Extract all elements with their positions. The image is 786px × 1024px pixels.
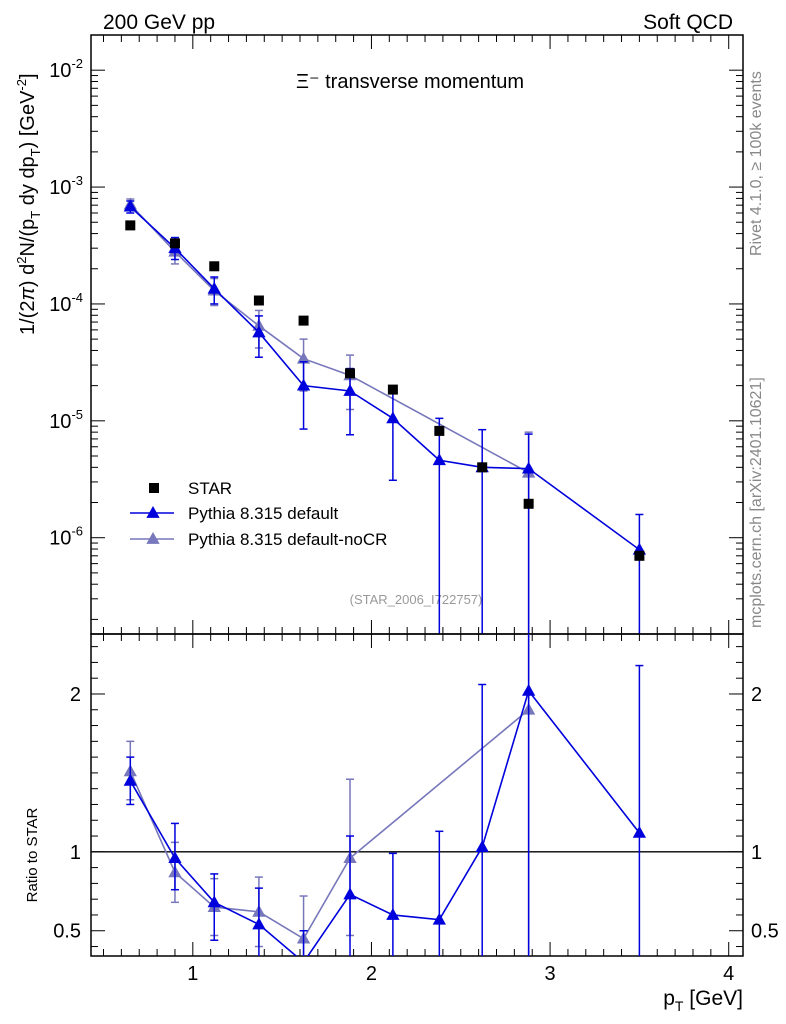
noCR-line (129, 203, 530, 474)
star-marker (209, 261, 220, 272)
ratio-plot: 1 2 3 4 0.5 0.5 1 1 2 2 (53, 633, 779, 985)
noCR-series (123, 197, 536, 634)
ratio-y-tick-label: 2 (70, 684, 81, 706)
main-plot: 10-6 10-5 10-4 10-3 10-2 (49, 34, 744, 635)
default-series (123, 199, 647, 634)
legend-star-marker (149, 483, 159, 493)
x-tick-label: 4 (723, 963, 734, 985)
y-tick-label: 10-3 (49, 173, 83, 199)
star-marker (298, 315, 309, 326)
x-tick-label: 2 (366, 963, 377, 985)
legend-noCR-marker (146, 532, 160, 544)
ratio-default-marker (168, 851, 182, 864)
y-tick-label: 10-2 (49, 56, 83, 82)
mcplots-label: mcplots.cern.ch [arXiv:2401.10621] (748, 377, 765, 628)
ratio-default-series (123, 634, 647, 956)
y-tick-label: 10-4 (49, 290, 83, 316)
plot-title: Ξ⁻ transverse momentum (296, 71, 524, 93)
default-marker (296, 378, 311, 391)
y-tick-label: 10-5 (49, 407, 83, 433)
star-marker (434, 425, 445, 436)
ratio-noCR-line (129, 709, 530, 940)
x-tick-label: 1 (187, 963, 198, 985)
ratio-y-tick-label-right: 0.5 (751, 921, 779, 943)
ratio-default-line (129, 689, 641, 956)
y-tick-label: 10-6 (49, 524, 83, 550)
plot-title-text: Ξ⁻ transverse momentum (296, 71, 524, 93)
star-marker (345, 368, 356, 379)
legend-label: Pythia 8.315 default (188, 504, 339, 523)
ratio-default-marker (343, 887, 357, 900)
legend-default-marker (146, 506, 160, 518)
ratio-default-marker (521, 683, 536, 696)
legend-label: STAR (188, 479, 232, 498)
default-marker (521, 461, 536, 474)
ratio-ylabel: Ratio to STAR (24, 807, 41, 902)
star-marker (477, 462, 488, 473)
star-marker (253, 295, 264, 306)
default-marker (123, 199, 137, 212)
ratio-y-tick-label: 1 (70, 842, 81, 864)
main-ylabel: 1/(2π) d2N/(pT dy dpT) [GeV-2] (14, 73, 43, 335)
ratio-default-marker (475, 840, 489, 852)
default-marker (252, 325, 266, 338)
ratio-default-marker (386, 907, 400, 920)
analysis-tag: (STAR_2006_I722757) (350, 592, 483, 607)
ratio-default-marker (207, 895, 221, 908)
ratio-default-marker (252, 917, 266, 930)
xlabel: pT [GeV] (663, 987, 743, 1014)
x-tick-label: 3 (545, 963, 556, 985)
ratio-y-tick-label-right: 1 (751, 842, 762, 864)
default-marker (386, 411, 400, 424)
default-marker (207, 281, 221, 294)
star-marker (523, 498, 534, 509)
noCR-marker (296, 351, 311, 364)
header-right: Soft QCD (643, 11, 733, 34)
legend: STAR Pythia 8.315 default Pythia 8.315 def… (130, 479, 387, 549)
ratio-frame (90, 633, 744, 957)
ratio-default-marker (632, 825, 647, 838)
default-marker (432, 453, 446, 466)
ratio-default-marker (303, 955, 304, 956)
star-marker (169, 238, 180, 249)
ratio-default-marker (123, 773, 137, 786)
default-marker (343, 383, 357, 396)
star-marker (387, 384, 398, 395)
header-left: 200 GeV pp (103, 11, 215, 34)
rivet-label: Rivet 4.1.0, ≥ 100k events (748, 71, 765, 256)
ratio-default-marker (432, 912, 446, 925)
ratio-y-tick-label: 0.5 (53, 921, 81, 943)
star-marker (125, 220, 136, 231)
legend-label: Pythia 8.315 default-noCR (188, 530, 387, 549)
ratio-y-tick-label-right: 2 (751, 684, 762, 706)
default-line (129, 206, 640, 551)
star-marker (634, 550, 645, 561)
star-series (125, 220, 645, 561)
